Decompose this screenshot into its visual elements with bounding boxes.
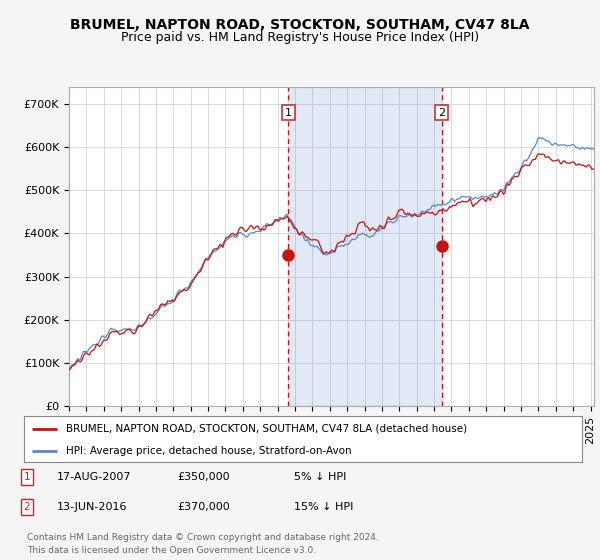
Text: BRUMEL, NAPTON ROAD, STOCKTON, SOUTHAM, CV47 8LA (detached house): BRUMEL, NAPTON ROAD, STOCKTON, SOUTHAM, … (66, 424, 467, 434)
Text: 1: 1 (285, 108, 292, 118)
Text: Price paid vs. HM Land Registry's House Price Index (HPI): Price paid vs. HM Land Registry's House … (121, 31, 479, 44)
Text: 2: 2 (23, 502, 31, 512)
Text: £350,000: £350,000 (177, 472, 230, 482)
Text: £370,000: £370,000 (177, 502, 230, 512)
Text: 2: 2 (438, 108, 445, 118)
Text: HPI: Average price, detached house, Stratford-on-Avon: HPI: Average price, detached house, Stra… (66, 446, 352, 455)
Text: Contains HM Land Registry data © Crown copyright and database right 2024.
This d: Contains HM Land Registry data © Crown c… (27, 533, 379, 554)
Text: 1: 1 (23, 472, 31, 482)
Bar (289, 87, 442, 406)
Text: 13-JUN-2016: 13-JUN-2016 (57, 502, 128, 512)
Text: 17-AUG-2007: 17-AUG-2007 (57, 472, 131, 482)
Text: BRUMEL, NAPTON ROAD, STOCKTON, SOUTHAM, CV47 8LA: BRUMEL, NAPTON ROAD, STOCKTON, SOUTHAM, … (70, 18, 530, 32)
Text: 15% ↓ HPI: 15% ↓ HPI (294, 502, 353, 512)
Text: 5% ↓ HPI: 5% ↓ HPI (294, 472, 346, 482)
